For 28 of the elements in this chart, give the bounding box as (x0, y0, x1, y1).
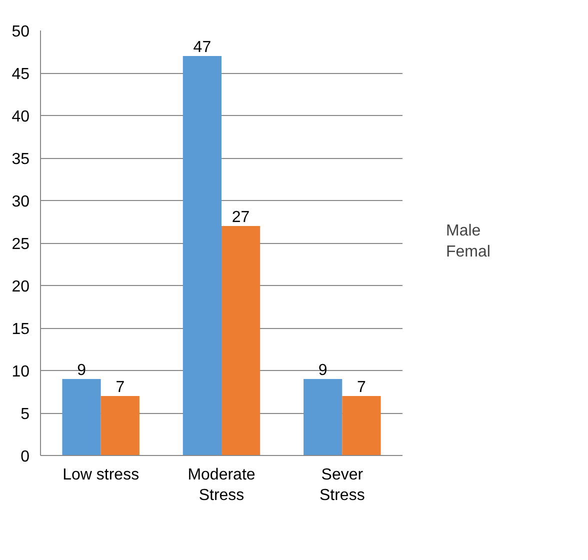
text: Femal (446, 244, 490, 262)
x-tick-label: Sever Stress (319, 466, 365, 504)
bar (342, 396, 381, 456)
y-tick-label: 40 (12, 108, 30, 126)
y-tick-label: 30 (12, 194, 30, 210)
y-tick-label: 50 (12, 24, 30, 40)
bar (182, 56, 222, 456)
y-tick-label: 5 (20, 406, 30, 423)
data-label: 9 (318, 362, 328, 379)
data-label: 7 (357, 379, 366, 396)
y-tick-label: 10 (12, 364, 30, 380)
data-label: 9 (77, 362, 86, 379)
data-label: 47 (193, 39, 212, 56)
bar (100, 396, 140, 456)
y-tick-label: 15 (12, 321, 30, 338)
data-label: 7 (116, 379, 125, 396)
bar (222, 226, 260, 456)
y-tick-label: 45 (12, 66, 30, 83)
y-tick-label: 25 (12, 236, 30, 253)
x-tick-label: Moderate Stress (188, 466, 256, 504)
text: Male (446, 222, 481, 240)
bar (62, 379, 101, 456)
data-label: 27 (232, 209, 250, 226)
y-tick-label: 35 (12, 151, 30, 168)
bar (304, 379, 342, 456)
y-tick-label: 20 (12, 278, 30, 296)
x-tick-label: Low stress (62, 466, 140, 484)
y-tick-label: 0 (20, 448, 30, 466)
